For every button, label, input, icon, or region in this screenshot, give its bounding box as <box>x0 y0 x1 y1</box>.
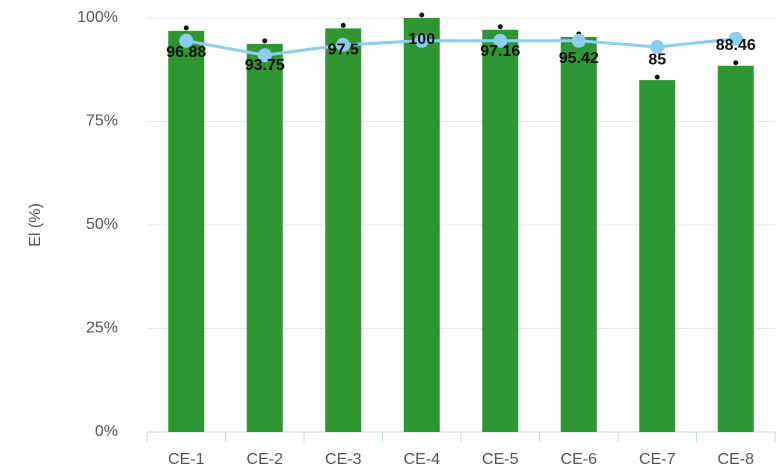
bar-top-marker <box>654 74 660 80</box>
line-marker <box>728 31 743 46</box>
line-marker <box>571 33 586 48</box>
x-tick-label: CE-4 <box>404 451 441 468</box>
line-marker <box>414 33 429 48</box>
line-marker <box>257 48 272 63</box>
y-tick-label: 100% <box>77 9 118 26</box>
data-label: 97.16 <box>480 43 520 60</box>
x-tick-label: CE-8 <box>718 451 755 468</box>
x-tick-label: CE-7 <box>639 451 676 468</box>
line <box>185 37 736 57</box>
bar <box>246 43 283 432</box>
x-tick-label: CE-2 <box>247 451 284 468</box>
bar <box>168 30 205 432</box>
y-tick-label: 0% <box>95 423 118 440</box>
bar-top-marker <box>262 38 268 44</box>
line-marker <box>336 37 351 52</box>
x-tick-label: CE-1 <box>168 451 205 468</box>
line-marker <box>493 33 508 48</box>
x-tick-label: CE-5 <box>482 451 519 468</box>
bar <box>560 36 597 432</box>
bar-top-marker <box>183 25 189 31</box>
data-label: 85 <box>648 51 666 68</box>
bar-top-marker <box>419 12 425 18</box>
y-tick-label: 75% <box>86 113 118 130</box>
bar-top-marker <box>340 22 346 28</box>
x-tick-label: CE-6 <box>561 451 598 468</box>
bar <box>403 18 440 432</box>
y-tick-label: 50% <box>86 216 118 233</box>
data-label: 88.46 <box>716 37 756 54</box>
line-marker <box>650 39 665 54</box>
data-label: 96.88 <box>166 44 206 61</box>
y-axis-title: El (%) <box>27 203 44 247</box>
x-tick-label: CE-3 <box>325 451 362 468</box>
bar <box>717 65 754 432</box>
bar <box>482 29 519 433</box>
bar-top-marker <box>733 60 739 66</box>
bar <box>325 28 362 432</box>
bar <box>639 80 676 432</box>
data-label: 93.75 <box>245 57 285 74</box>
bar-top-marker <box>497 24 503 30</box>
y-tick-label: 25% <box>86 320 118 337</box>
data-label: 95.42 <box>559 50 599 67</box>
data-label: 100 <box>408 31 435 48</box>
data-label: 97.5 <box>328 42 359 59</box>
line-marker <box>179 33 194 48</box>
